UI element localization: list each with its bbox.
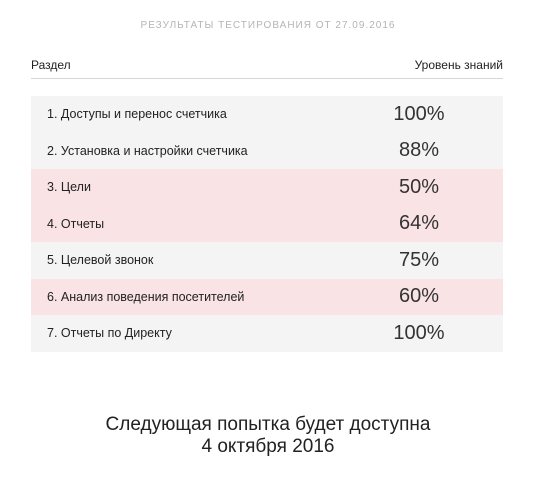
table-header: Раздел Уровень знаний [31, 52, 503, 78]
score-value: 60% [398, 285, 440, 308]
table-row: 4. Отчеты 64% [31, 205, 503, 242]
score-value: 64% [398, 212, 440, 235]
section-name: 1. Доступы и перенос счетчика [47, 107, 227, 122]
score-value: 100% [393, 102, 445, 125]
next-attempt-message: Следующая попытка будет доступна 4 октяб… [0, 414, 536, 458]
table-row: 7. Отчеты по Директу 100% [31, 315, 503, 352]
results-table: 1. Доступы и перенос счетчика 100% 2. Ус… [31, 96, 503, 352]
table-row: 2. Установка и настройки счетчика 88% [31, 132, 503, 169]
section-name: 4. Отчеты [47, 216, 105, 231]
section-name: 6. Анализ поведения посетителей [47, 289, 245, 304]
results-title: РЕЗУЛЬТАТЫ ТЕСТИРОВАНИЯ ОТ 27.09.2016 [140, 20, 396, 31]
section-name: 7. Отчеты по Директу [47, 326, 172, 341]
section-name: 2. Установка и настройки счетчика [47, 143, 248, 158]
table-row: 5. Целевой звонок 75% [31, 242, 503, 279]
section-name: 3. Цели [47, 180, 91, 195]
header-section: Раздел [31, 58, 71, 72]
header-divider [31, 78, 503, 79]
next-attempt-line1: Следующая попытка будет доступна [105, 414, 431, 435]
table-row: 3. Цели 50% [31, 169, 503, 206]
score-value: 75% [398, 248, 440, 271]
table-row: 1. Доступы и перенос счетчика 100% [31, 96, 503, 133]
header-knowledge-level: Уровень знаний [414, 58, 503, 72]
score-value: 50% [398, 175, 440, 198]
score-value: 88% [398, 139, 440, 162]
section-name: 5. Целевой звонок [47, 253, 154, 268]
next-attempt-date: 4 октября 2016 [201, 436, 335, 457]
table-row: 6. Анализ поведения посетителей 60% [31, 278, 503, 315]
score-value: 100% [393, 321, 445, 344]
